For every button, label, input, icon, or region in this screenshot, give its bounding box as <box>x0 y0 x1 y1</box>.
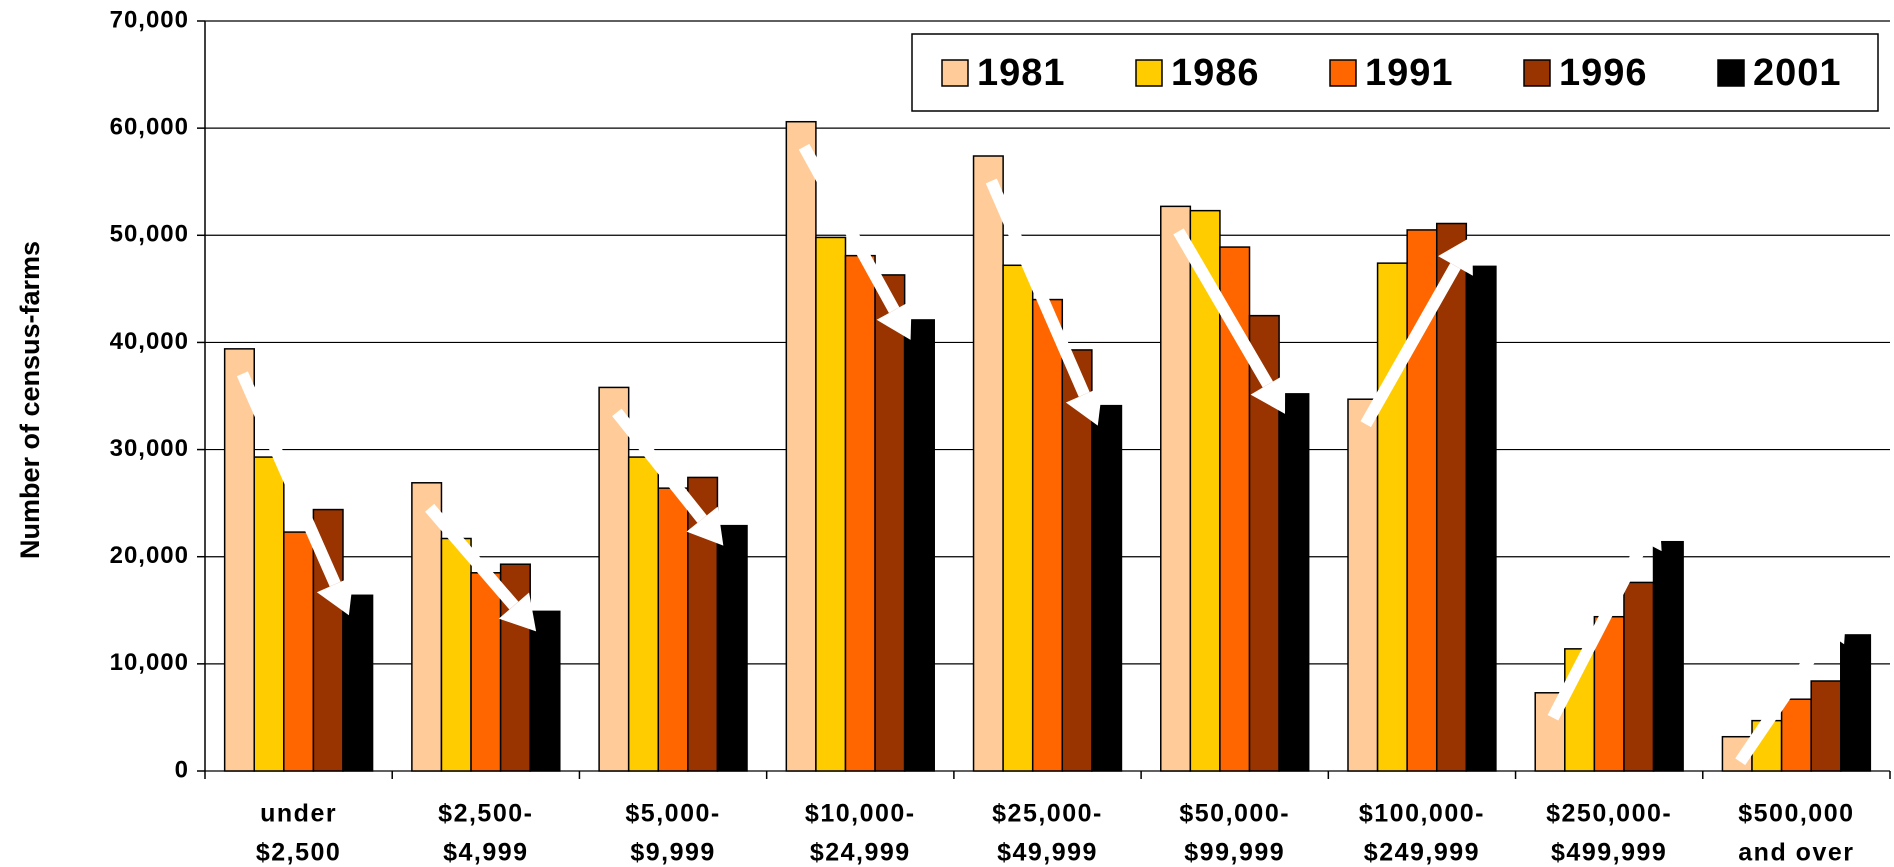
bar <box>1091 404 1123 772</box>
x-tick-label: $2,500 <box>256 839 341 867</box>
x-tick-label: $99,999 <box>1184 839 1285 867</box>
y-tick-label: 30,000 <box>110 435 189 462</box>
trend-arrow <box>1547 539 1650 721</box>
trend-arrow-head <box>876 300 912 340</box>
legend-label: 1981 <box>977 52 1066 94</box>
bar <box>1780 698 1812 772</box>
trend-arrow-head <box>1811 604 1847 645</box>
bar <box>598 386 630 772</box>
x-tick-label: $249,999 <box>1364 839 1480 867</box>
legend-label: 1996 <box>1559 52 1648 94</box>
x-tick-label: $50,000- <box>1179 800 1290 828</box>
legend-box <box>911 33 1879 112</box>
trend-arrow-head <box>1438 236 1473 276</box>
y-tick-label: 60,000 <box>110 113 189 140</box>
bar <box>470 572 502 772</box>
bar <box>440 537 472 772</box>
bar <box>1623 581 1655 772</box>
y-tick-label: 40,000 <box>110 328 189 355</box>
trend-arrow-head <box>498 592 537 632</box>
bar <box>874 274 906 772</box>
legend-label: 1986 <box>1171 52 1260 94</box>
y-tick-label: 10,000 <box>110 649 189 676</box>
legend-label: 1991 <box>1365 52 1454 94</box>
legend-swatch <box>941 59 969 87</box>
trend-arrow-head <box>1250 374 1286 414</box>
trend-arrow <box>1360 262 1461 428</box>
trend-arrow <box>612 408 707 523</box>
x-tick-label: $2,500- <box>438 800 533 828</box>
trend-arrow <box>236 371 341 587</box>
x-tick-label: and over <box>1738 839 1854 867</box>
x-tick-label: $25,000- <box>992 800 1103 828</box>
x-tick-label: $4,999 <box>443 839 528 867</box>
bar <box>1810 680 1842 772</box>
x-tick-label: $250,000- <box>1546 800 1672 828</box>
trend-arrow-head <box>686 506 724 546</box>
x-tick-label: $9,999 <box>630 839 715 867</box>
bar <box>283 531 315 772</box>
x-tick-label: $10,000- <box>805 800 916 828</box>
trend-arrow <box>1173 228 1274 388</box>
legend-swatch <box>1329 59 1357 87</box>
bar <box>411 482 443 772</box>
y-tick-label: 70,000 <box>110 6 189 33</box>
bar <box>1840 634 1872 772</box>
y-tick-label: 50,000 <box>110 221 189 248</box>
x-tick-label: $500,000 <box>1738 800 1854 828</box>
bar <box>1593 615 1625 772</box>
x-tick-label: $5,000- <box>625 800 720 828</box>
x-tick-label: $499,999 <box>1551 839 1667 867</box>
y-axis-title: Number of census-farms <box>15 241 45 559</box>
trend-arrow <box>425 503 519 610</box>
bar <box>657 487 689 772</box>
legend-label: 2001 <box>1753 52 1842 94</box>
bar <box>972 155 1004 772</box>
trend-arrow-head <box>316 576 354 616</box>
bar <box>529 610 561 772</box>
bar <box>844 254 876 772</box>
x-tick-label: $49,999 <box>997 839 1098 867</box>
bar <box>253 456 285 772</box>
trend-arrow <box>1735 629 1833 766</box>
legend-swatch <box>1523 59 1551 87</box>
bar <box>1002 264 1034 772</box>
bar <box>223 348 255 772</box>
y-tick-label: 0 <box>175 756 189 783</box>
bar <box>1160 205 1192 772</box>
bar <box>1376 262 1408 772</box>
bar <box>627 456 660 772</box>
trend-arrow <box>798 143 900 314</box>
bar <box>1652 540 1684 772</box>
trend-arrow <box>985 178 1090 397</box>
bar <box>1347 398 1379 772</box>
legend-swatch <box>1717 59 1745 87</box>
bar <box>815 236 847 772</box>
bar <box>716 524 748 772</box>
legend-swatch <box>1135 59 1163 87</box>
bar <box>1031 298 1064 772</box>
bar <box>1061 349 1093 772</box>
x-tick-label: under <box>260 800 337 828</box>
bar <box>1278 393 1310 772</box>
x-tick-label: $24,999 <box>810 839 911 867</box>
x-tick-label: $100,000- <box>1359 800 1485 828</box>
bar <box>1435 222 1468 772</box>
y-tick-label: 20,000 <box>110 542 189 569</box>
bar <box>903 319 935 772</box>
bar <box>342 594 374 772</box>
bar <box>1465 265 1497 772</box>
trend-arrow-head <box>1065 386 1103 426</box>
bar <box>785 120 817 772</box>
trend-arrow-head <box>1626 511 1662 552</box>
